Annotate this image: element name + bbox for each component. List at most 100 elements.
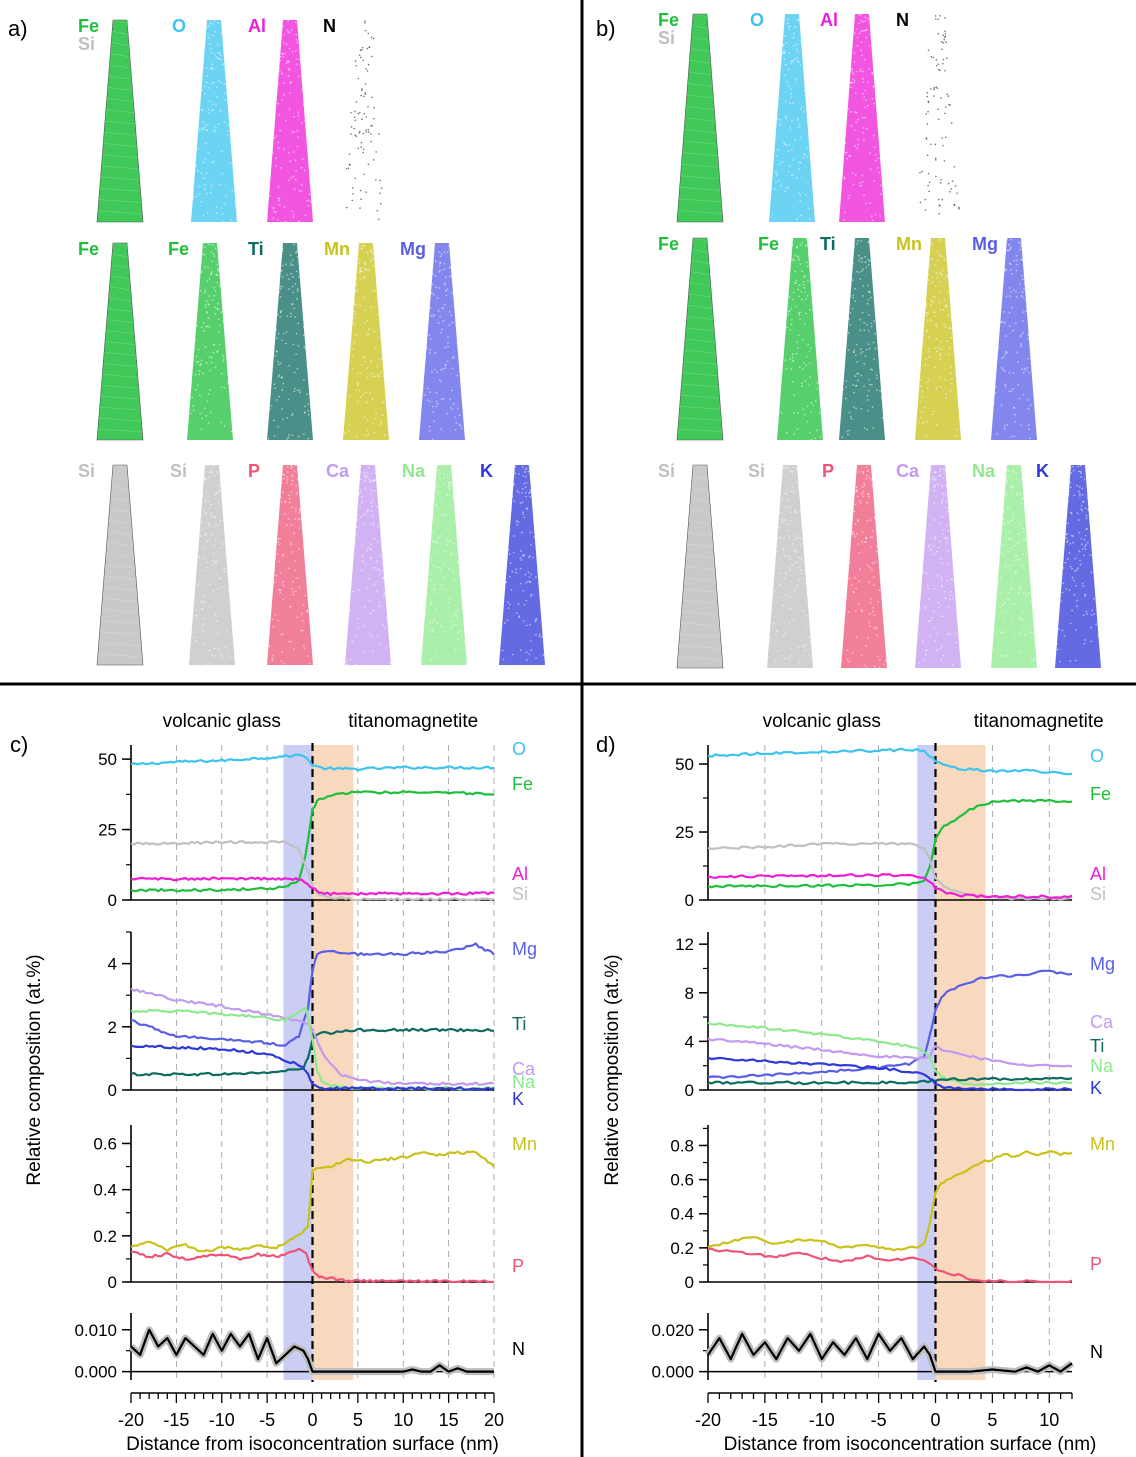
panel-letter-b: b) (596, 16, 616, 41)
series-line-fe (707, 798, 1073, 889)
tip-b-fe (676, 13, 724, 223)
recon-label-a-al: Al (248, 16, 266, 36)
series-line-o (707, 747, 1073, 776)
series-line-ca (707, 1037, 1073, 1068)
recon-label-b-fe: Fe (758, 234, 779, 254)
recon-label-a-si-secondary: Si (78, 34, 95, 54)
series-label-na: Na (512, 1072, 536, 1092)
series-line-p (130, 1247, 495, 1284)
series-label-ca: Ca (1090, 1012, 1114, 1032)
series-line-o (130, 753, 495, 772)
recon-label-a-mg: Mg (400, 239, 426, 259)
series-line-na (707, 1021, 1072, 1086)
tip-a-fe (96, 242, 144, 441)
series-label-k: K (512, 1089, 524, 1109)
tip-a-p (266, 464, 313, 665)
series-line-k (130, 1044, 495, 1091)
recon-label-b-si-secondary: Si (658, 28, 675, 48)
y-tick-label: 50 (98, 750, 117, 769)
panel-letter-c: c) (10, 732, 28, 757)
y-tick-label: 0.4 (670, 1205, 694, 1224)
series-label-al: Al (1090, 864, 1106, 884)
recon-label-b-k: K (1036, 461, 1049, 481)
tip-a-mg (417, 243, 466, 441)
x-tick-label: -15 (163, 1410, 189, 1430)
tip-b-p (841, 465, 888, 669)
series-line-mn (130, 1150, 495, 1253)
y-tick-label: 0.6 (93, 1134, 117, 1153)
recon-label-b-mg: Mg (972, 234, 998, 254)
tip-b-k (1055, 464, 1101, 668)
region-label-oxide: titanomagnetite (974, 711, 1104, 732)
recon-label-a-si: Si (170, 461, 187, 481)
oxide-band (312, 745, 354, 1380)
x-tick-label: 0 (930, 1410, 940, 1430)
recon-label-b-si: Si (748, 461, 765, 481)
tip-a-ti (267, 243, 313, 441)
tip-b-n (919, 15, 960, 215)
y-axis-label: Relative composition (at.%) (602, 954, 623, 1185)
x-tick-label: 5 (353, 1410, 363, 1430)
recon-label-b-si: Si (658, 461, 675, 481)
y-tick-label: 0 (108, 891, 117, 910)
tip-b-mg (991, 238, 1037, 440)
series-label-mg: Mg (512, 939, 537, 959)
series-label-mn: Mn (512, 1134, 537, 1154)
recon-label-a-mn: Mn (324, 239, 350, 259)
series-label-k: K (1090, 1078, 1102, 1098)
y-tick-label: 0.000 (651, 1363, 694, 1382)
series-line-mg (130, 942, 495, 1047)
series-label-si: Si (512, 884, 528, 904)
tip-b-si (767, 465, 813, 668)
x-tick-label: 5 (987, 1410, 997, 1430)
recon-label-a-fe: Fe (78, 239, 99, 259)
y-tick-label: 0 (685, 1081, 694, 1100)
y-tick-label: 0 (685, 891, 694, 910)
y-tick-label: 50 (675, 755, 694, 774)
x-tick-label: -20 (695, 1410, 721, 1430)
series-line-na (130, 1006, 495, 1091)
series-label-p: P (512, 1256, 524, 1276)
tip-b-ca (915, 465, 961, 668)
y-tick-label: 4 (108, 955, 117, 974)
series-line-fe (130, 790, 495, 893)
series-label-fe: Fe (512, 774, 533, 794)
recon-label-a-ti: Ti (248, 239, 264, 259)
series-label-mn: Mn (1090, 1134, 1115, 1154)
recon-label-b-o: O (750, 10, 764, 30)
series-label-si: Si (1090, 884, 1106, 904)
x-tick-label: 10 (393, 1410, 413, 1430)
recon-label-a-n: N (323, 16, 336, 36)
panel-letter-a: a) (8, 16, 28, 41)
series-line-ca (130, 987, 495, 1086)
tip-a-al (265, 19, 313, 223)
series-label-o: O (512, 739, 526, 759)
y-tick-label: 0.4 (93, 1181, 117, 1200)
series-label-p: P (1090, 1254, 1102, 1274)
tip-b-fe (776, 237, 823, 441)
series-label-ti: Ti (512, 1014, 526, 1034)
series-line-p (707, 1247, 1073, 1284)
x-tick-label: -10 (209, 1410, 235, 1430)
y-tick-label: 0 (108, 1081, 117, 1100)
y-axis-label: Relative composition (at.%) (24, 954, 45, 1185)
tip-b-fe (676, 237, 724, 441)
y-tick-label: 0.000 (74, 1363, 117, 1382)
recon-label-b-na: Na (972, 461, 996, 481)
tip-b-si (676, 464, 724, 669)
x-tick-label: -5 (871, 1410, 887, 1430)
y-tick-label: 0.020 (651, 1321, 694, 1340)
y-tick-label: 0.2 (670, 1239, 694, 1258)
recon-label-b-fe: Fe (658, 234, 679, 254)
tip-a-fe (96, 19, 144, 223)
x-tick-label: -20 (118, 1410, 144, 1430)
recon-label-b-ti: Ti (820, 234, 836, 254)
tip-a-n (345, 20, 383, 221)
y-tick-label: 2 (108, 1018, 117, 1037)
x-tick-label: 0 (307, 1410, 317, 1430)
tip-a-mn (343, 243, 389, 440)
